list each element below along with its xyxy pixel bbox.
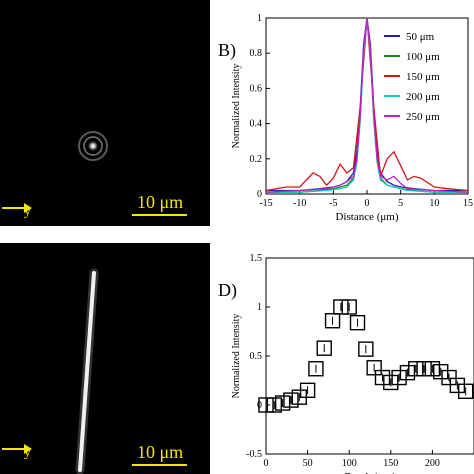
x-tick-label: 0 bbox=[264, 458, 269, 469]
x-tick-label: 5 bbox=[398, 198, 403, 209]
line-focus-graphic bbox=[75, 268, 99, 474]
y-tick-label: 1.5 bbox=[250, 253, 263, 264]
axis-label-y: y bbox=[24, 445, 31, 460]
data-point-marker bbox=[258, 397, 274, 413]
data-point-marker bbox=[416, 361, 432, 377]
data-point-marker bbox=[441, 369, 457, 386]
data-point-marker bbox=[358, 341, 374, 357]
y-axis-label: Normalized Intensity bbox=[231, 314, 242, 399]
legend-entry: 250 μm bbox=[406, 111, 440, 123]
line-focus-core bbox=[78, 271, 96, 472]
y-tick-label: -0.5 bbox=[246, 449, 262, 460]
x-axis-label: Distance (μm) bbox=[335, 211, 398, 223]
data-point-marker bbox=[349, 314, 366, 331]
y-tick-label: 0.8 bbox=[250, 48, 263, 59]
scale-label: 10 μm bbox=[137, 442, 184, 462]
data-point-marker bbox=[424, 361, 441, 377]
x-tick-label: -5 bbox=[329, 198, 337, 209]
y-tick-label: 0.4 bbox=[250, 119, 263, 130]
x-tick-label: 50 bbox=[303, 458, 313, 469]
x-tick-label: 15 bbox=[463, 198, 473, 209]
scale-bar bbox=[132, 214, 187, 216]
axis-label-y: y bbox=[24, 204, 31, 219]
scale-bar bbox=[132, 464, 187, 466]
legend-entry: 200 μm bbox=[406, 91, 440, 103]
panel-label: D) bbox=[218, 280, 237, 301]
x-tick-label: 100 bbox=[342, 458, 357, 469]
spot-core bbox=[87, 140, 99, 152]
data-point-marker bbox=[391, 369, 407, 386]
series-line bbox=[265, 17, 469, 193]
y-tick-label: 0 bbox=[257, 189, 262, 200]
data-point-marker bbox=[449, 377, 466, 394]
legend-entry: 50 μm bbox=[406, 31, 435, 43]
data-point-marker bbox=[457, 383, 474, 399]
data-point-marker bbox=[333, 299, 349, 315]
chart-intensity-profile: -15 -10 -5 0 5 10 15 0 0.2 0.4 0.6 0.8 1 Distance (μm… bbox=[218, 13, 473, 223]
focal-spot-graphic bbox=[78, 131, 108, 161]
y-tick-label: 0.5 bbox=[250, 351, 263, 362]
data-point-marker bbox=[341, 299, 357, 315]
x-tick-label: -15 bbox=[259, 198, 272, 209]
y-axis-arrow-icon bbox=[2, 444, 32, 454]
data-point-marker bbox=[299, 382, 316, 399]
scale-label: 10 μm bbox=[137, 192, 184, 212]
data-point-marker bbox=[383, 374, 399, 391]
y-tick-label: 1 bbox=[257, 302, 262, 313]
data-point-marker bbox=[374, 369, 391, 386]
microscopy-image-line: y 10 μm bbox=[0, 243, 210, 474]
microscopy-image-spot: y 10 μm bbox=[0, 0, 210, 226]
data-point-marker bbox=[266, 397, 283, 413]
data-point-marker bbox=[316, 340, 332, 356]
spot-outer-ring bbox=[78, 131, 108, 161]
data-point-marker bbox=[399, 364, 416, 381]
data-point-marker bbox=[274, 395, 291, 411]
x-tick-label: 150 bbox=[383, 458, 398, 469]
y-tick-label: 0.6 bbox=[250, 83, 263, 94]
y-axis-label: Normalized Intensity bbox=[231, 64, 242, 149]
legend-entry: 100 μm bbox=[406, 51, 440, 63]
x-axis-label: Depth (μm) bbox=[344, 471, 396, 474]
x-tick-label: 200 bbox=[425, 458, 440, 469]
panel-label: B) bbox=[218, 40, 236, 61]
legend-entry: 150 μm bbox=[406, 71, 440, 83]
y-tick-label: 0.2 bbox=[250, 154, 263, 165]
data-point-marker bbox=[283, 392, 299, 408]
data-point-marker bbox=[308, 361, 324, 377]
plot-frame bbox=[265, 17, 469, 195]
y-tick-label: 1 bbox=[257, 13, 262, 24]
spot-inner-ring bbox=[83, 136, 103, 156]
data-point-marker bbox=[433, 363, 449, 380]
data-point-marker bbox=[324, 313, 341, 329]
x-tick-label: -10 bbox=[293, 198, 306, 209]
y-axis-arrow-icon bbox=[2, 203, 32, 213]
x-tick-label: 10 bbox=[429, 198, 439, 209]
data-point-marker bbox=[366, 360, 382, 376]
data-point-marker bbox=[408, 361, 424, 377]
x-tick-label: 0 bbox=[365, 198, 370, 209]
